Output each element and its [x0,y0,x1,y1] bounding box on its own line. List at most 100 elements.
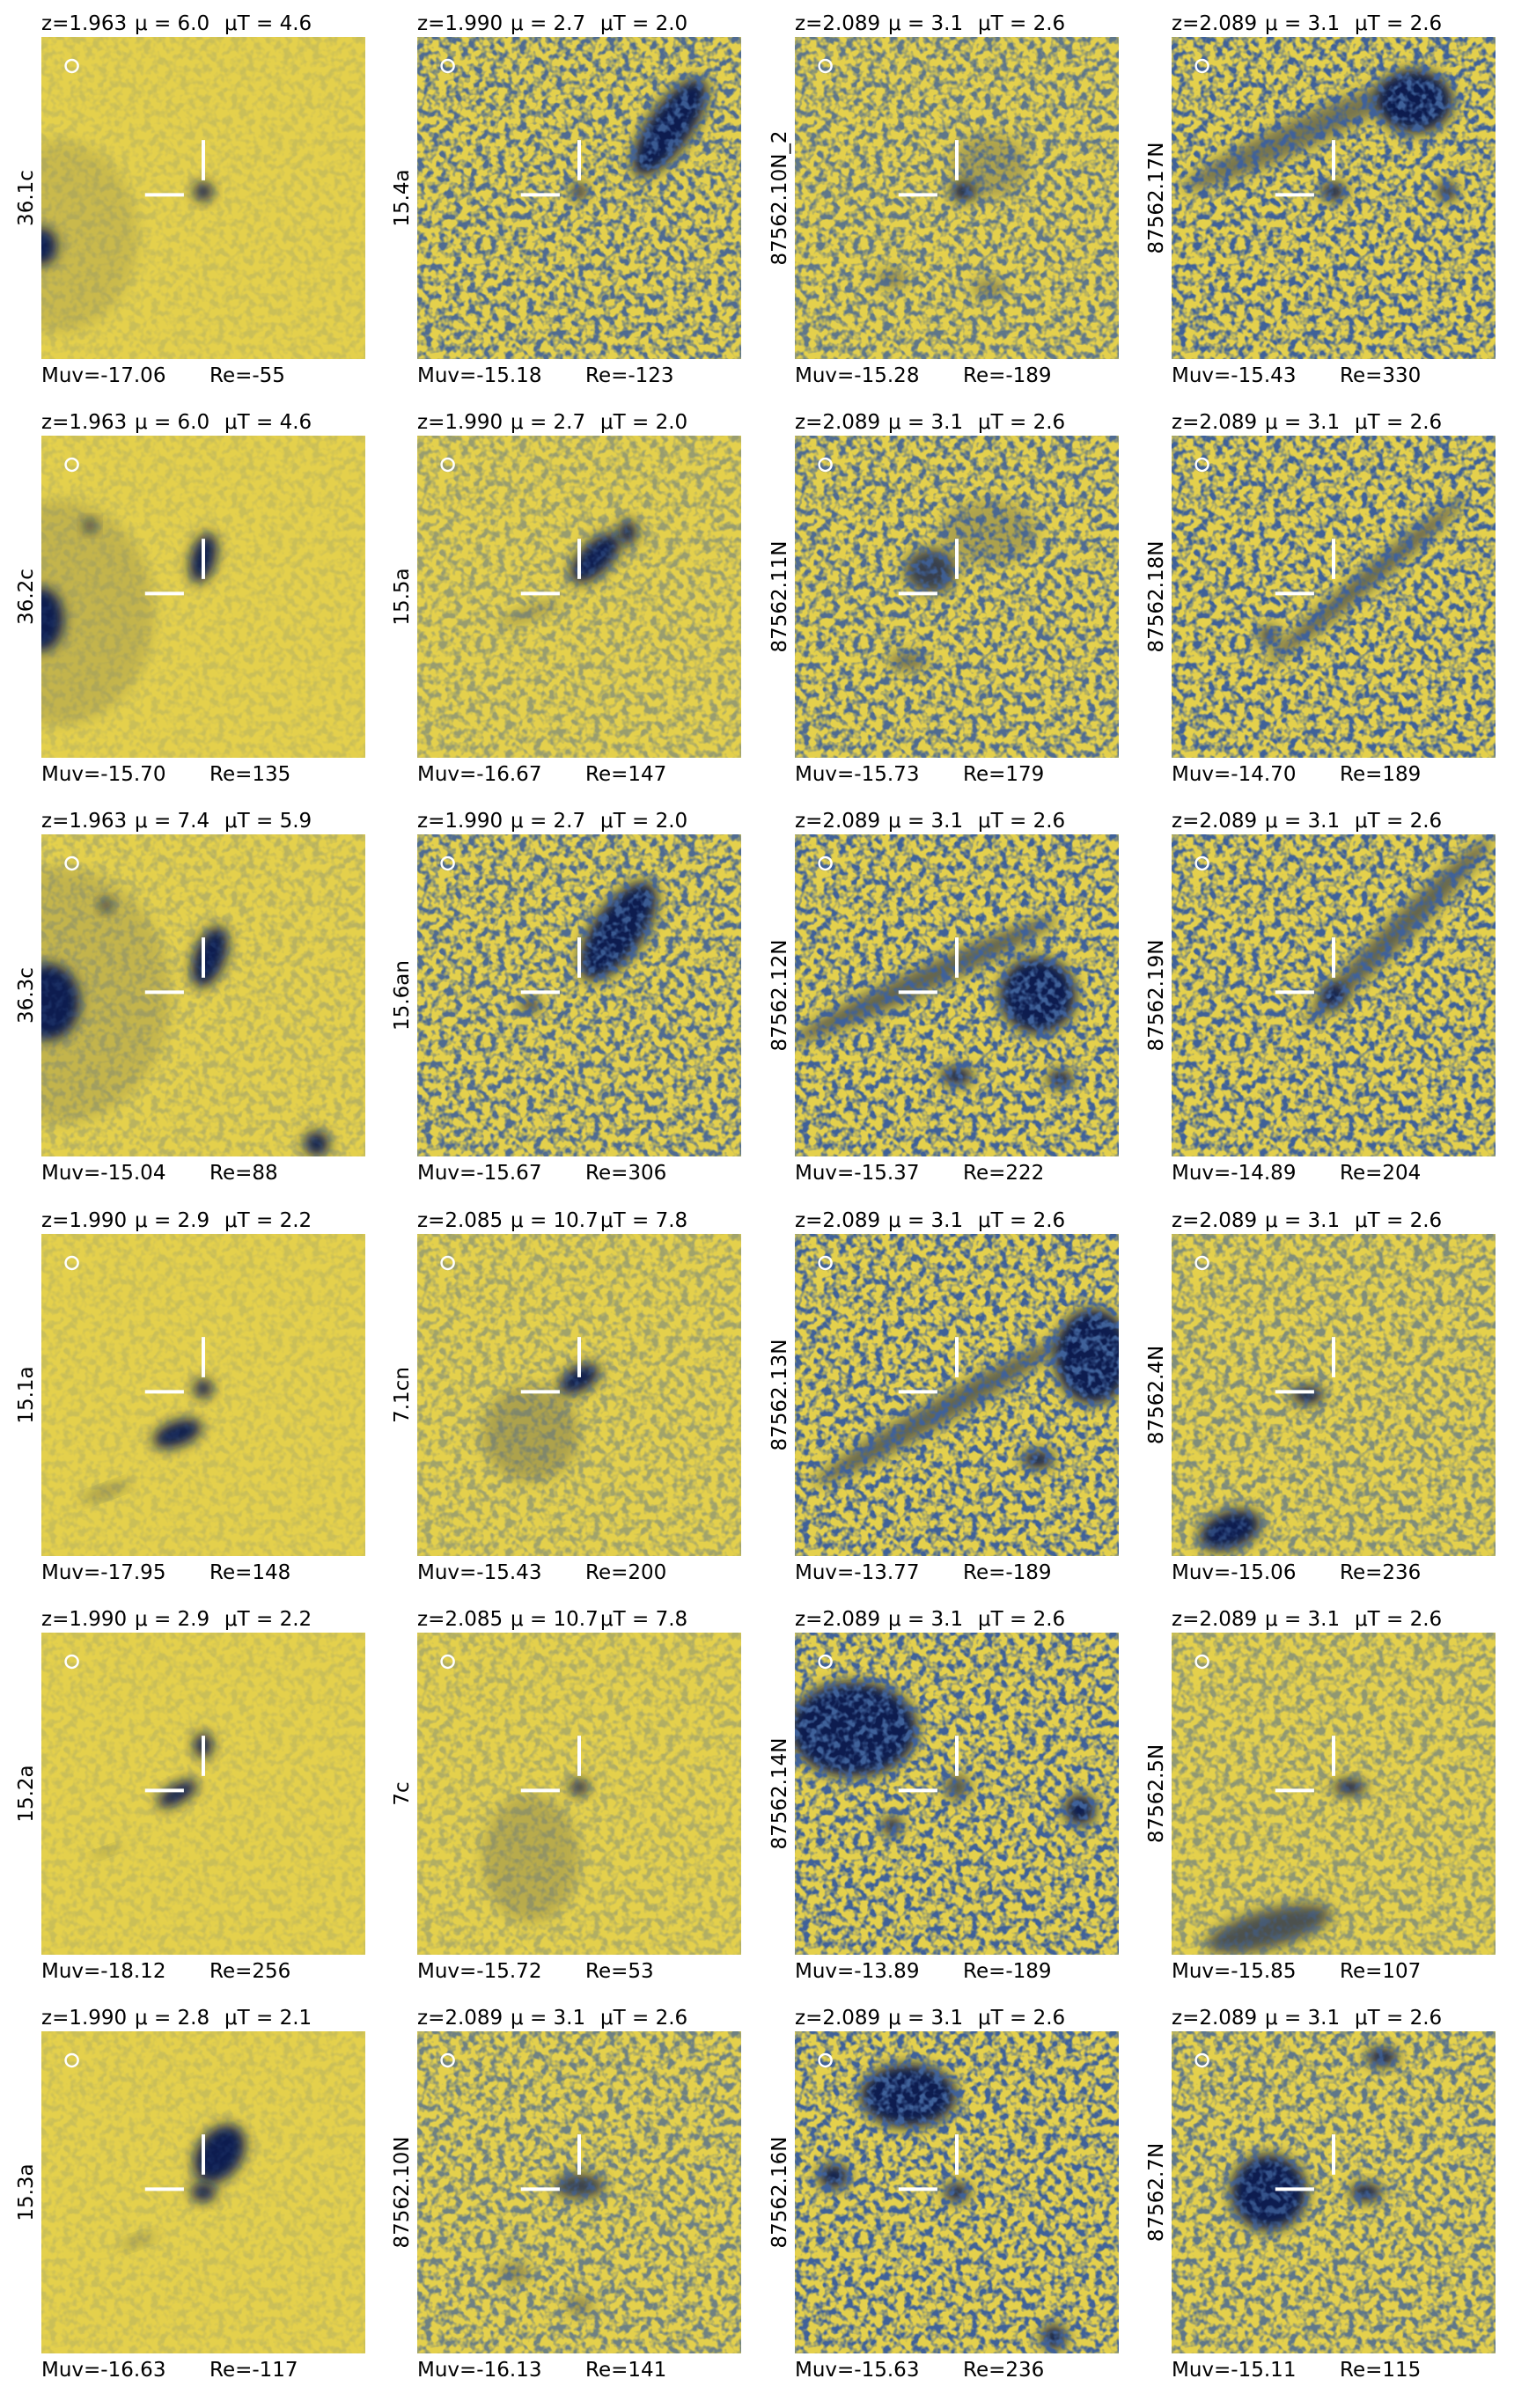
re-label: Re=330 [1340,364,1421,387]
cutout-image [41,2031,365,2353]
image-noise [1172,1234,1496,1556]
cutout-image [417,436,741,758]
muv-label: Muv=-16.13 [417,2359,541,2382]
image-noise [795,37,1119,359]
re-label: Re=141 [585,2359,666,2382]
re-label: Re=222 [963,1162,1044,1185]
redshift-label: z=2.085 [417,1209,503,1232]
tangential-magnification-label: μT = 4.6 [224,12,312,35]
tangential-magnification-label: μT = 2.6 [1355,1209,1442,1232]
redshift-label: z=2.089 [1172,12,1257,35]
muv-label: Muv=-15.67 [417,1162,541,1185]
redshift-label: z=2.089 [795,810,880,833]
cutout-image [41,834,365,1156]
object-id: 15.4a [391,169,414,226]
cutout-image [1172,37,1496,359]
tangential-magnification-label: μT = 2.6 [978,810,1065,833]
object-id: 87562.4N [1145,1346,1168,1444]
re-label: Re=204 [1340,1162,1421,1185]
object-id: 15.6an [391,960,414,1031]
image-noise [795,1633,1119,1955]
magnification-label: μ = 3.1 [1265,810,1340,833]
muv-label: Muv=-15.11 [1172,2359,1296,2382]
image-noise [41,834,365,1156]
cutout-image [795,2031,1119,2353]
psf-marker [1194,457,1209,473]
tangential-magnification-label: μT = 2.0 [600,810,687,833]
magnification-label: μ = 3.1 [888,411,963,434]
object-id: 15.2a [15,1765,38,1822]
re-label: Re=107 [1340,1960,1421,1983]
object-id: 87562.10N [391,2137,414,2249]
tangential-magnification-label: μT = 2.6 [978,1608,1065,1631]
psf-marker [818,58,833,74]
redshift-label: z=2.089 [795,12,880,35]
redshift-label: z=2.089 [795,2007,880,2030]
psf-marker [64,855,79,871]
muv-label: Muv=-18.12 [41,1960,165,1983]
re-label: Re=-189 [963,1960,1052,1983]
re-label: Re=115 [1340,2359,1421,2382]
magnification-label: μ = 2.7 [511,411,585,434]
object-id: 7c [391,1781,414,1805]
magnification-label: μ = 3.1 [888,1209,963,1232]
magnification-label: μ = 3.1 [511,2007,585,2030]
psf-marker [818,1255,833,1271]
image-noise [1172,37,1496,359]
image-noise [41,1234,365,1556]
re-label: Re=135 [209,763,290,786]
cutout-image [41,1234,365,1556]
re-label: Re=189 [1340,763,1421,786]
object-id: 87562.13N [768,1340,791,1451]
object-id: 87562.11N [768,541,791,653]
object-id: 87562.12N [768,940,791,1052]
magnification-label: μ = 3.1 [1265,2007,1340,2030]
image-noise [417,37,741,359]
image-noise [41,436,365,758]
image-noise [1172,436,1496,758]
tangential-magnification-label: μT = 2.1 [224,2007,312,2030]
re-label: Re=-189 [963,1561,1052,1584]
psf-marker [64,2052,79,2068]
cutout-image [41,436,365,758]
muv-label: Muv=-16.67 [417,763,541,786]
tangential-magnification-label: μT = 5.9 [224,810,312,833]
cutout-image [795,1234,1119,1556]
re-label: Re=236 [1340,1561,1421,1584]
image-noise [1172,1633,1496,1955]
psf-marker [64,457,79,473]
magnification-label: μ = 2.9 [135,1608,209,1631]
muv-label: Muv=-15.18 [417,364,541,387]
muv-label: Muv=-15.85 [1172,1960,1296,1983]
image-noise [795,834,1119,1156]
redshift-label: z=1.963 [41,12,127,35]
muv-label: Muv=-15.73 [795,763,919,786]
muv-label: Muv=-14.70 [1172,763,1296,786]
psf-marker [440,457,455,473]
muv-label: Muv=-15.04 [41,1162,165,1185]
muv-label: Muv=-14.89 [1172,1162,1296,1185]
tangential-magnification-label: μT = 4.6 [224,411,312,434]
object-id: 87562.7N [1145,2143,1168,2242]
magnification-label: μ = 10.7 [511,1608,599,1631]
object-id: 15.3a [15,2163,38,2221]
psf-marker [818,457,833,473]
cutout-image [795,37,1119,359]
object-id: 36.2c [15,569,38,625]
cutout-image [417,834,741,1156]
redshift-label: z=2.089 [795,411,880,434]
psf-marker [64,58,79,74]
magnification-label: μ = 3.1 [1265,12,1340,35]
magnification-label: μ = 6.0 [135,411,209,434]
magnification-label: μ = 2.7 [511,12,585,35]
tangential-magnification-label: μT = 2.6 [1355,12,1442,35]
object-id: 15.5a [391,568,414,625]
cutout-image [1172,834,1496,1156]
psf-marker [440,2052,455,2068]
muv-label: Muv=-17.95 [41,1561,165,1584]
object-id: 7.1cn [391,1367,414,1423]
psf-marker [440,1654,455,1670]
re-label: Re=148 [209,1561,290,1584]
redshift-label: z=2.085 [417,1608,503,1631]
muv-label: Muv=-15.43 [1172,364,1296,387]
